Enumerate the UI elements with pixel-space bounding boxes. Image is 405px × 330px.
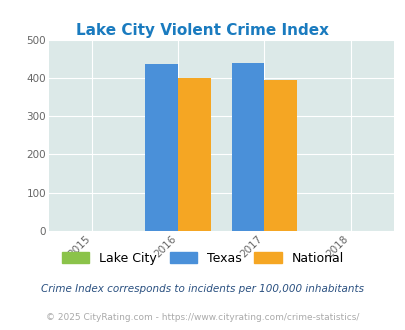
Text: Lake City Violent Crime Index: Lake City Violent Crime Index xyxy=(76,23,329,38)
Bar xyxy=(264,80,296,231)
Legend: Lake City, Texas, National: Lake City, Texas, National xyxy=(57,247,348,270)
Bar xyxy=(231,63,264,231)
Text: Crime Index corresponds to incidents per 100,000 inhabitants: Crime Index corresponds to incidents per… xyxy=(41,284,364,294)
Bar xyxy=(145,64,178,231)
Bar xyxy=(178,78,211,231)
Text: © 2025 CityRating.com - https://www.cityrating.com/crime-statistics/: © 2025 CityRating.com - https://www.city… xyxy=(46,313,359,322)
